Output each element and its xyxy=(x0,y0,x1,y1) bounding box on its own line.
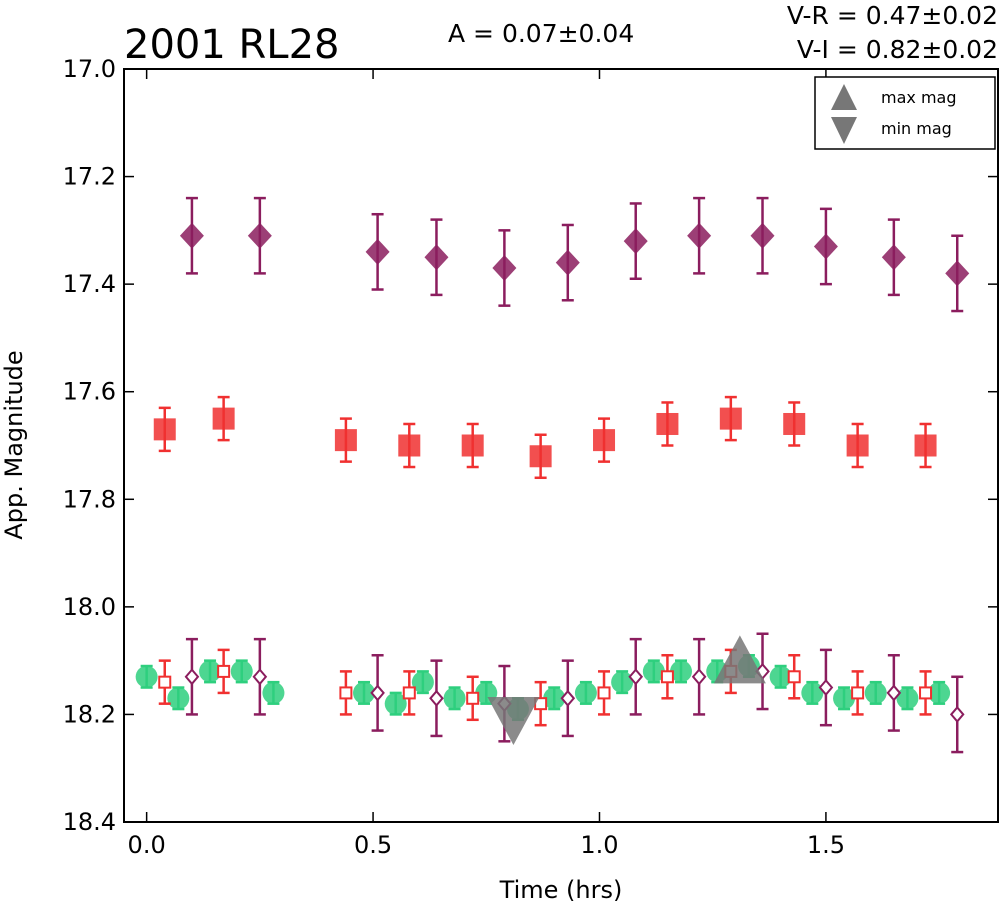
series-4-point-11 xyxy=(949,705,965,723)
y-axis-label: App. Magnitude xyxy=(0,350,28,539)
x-axis-label: Time (hrs) xyxy=(499,876,623,904)
y-tick-label: 18.2 xyxy=(63,700,116,728)
y-tick-label: 17.0 xyxy=(63,55,116,83)
y-tick-label: 17.8 xyxy=(63,485,116,513)
series-3-point-7 xyxy=(660,670,674,684)
series-4-point-10 xyxy=(886,684,902,702)
series-4-point-9 xyxy=(818,678,834,697)
legend-label-min-mag: min mag xyxy=(881,119,952,138)
series-3-point-0 xyxy=(158,675,172,689)
series-2-point-8 xyxy=(443,687,466,710)
series-4-point-5 xyxy=(560,689,576,707)
series-3-point-4 xyxy=(466,691,480,705)
axis-ticks: 0.0 0.5 1.0 1.5 17.0 17.2 17.4 17.6 17.8 18.0 18.2… xyxy=(63,55,998,859)
series-2-point-20 xyxy=(833,687,856,710)
plot-frame xyxy=(123,68,999,823)
series-2-point-5 xyxy=(353,681,376,704)
series-1-point-0 xyxy=(153,418,176,441)
series-1-point-1 xyxy=(212,407,235,430)
y-tick-label: 17.4 xyxy=(63,270,116,298)
legend: max mag min mag xyxy=(814,76,996,150)
series-2-point-7 xyxy=(411,671,434,694)
series-6-point-0 xyxy=(487,697,540,746)
series-0-point-9 xyxy=(813,233,838,260)
y-tick-label: 18.4 xyxy=(63,808,116,836)
series-3-point-11 xyxy=(919,686,933,700)
series-2-point-2 xyxy=(199,660,222,683)
y-tick-label: 18.0 xyxy=(63,593,116,621)
series-3-point-6 xyxy=(597,686,611,700)
series-4-point-6 xyxy=(628,668,644,686)
x-tick-label: 1.5 xyxy=(807,831,845,859)
series-1-point-7 xyxy=(656,412,679,435)
max-mag-triangle-icon xyxy=(831,84,857,110)
series-1-point-9 xyxy=(783,412,806,435)
series-2-point-4 xyxy=(262,681,285,704)
y-tick-label: 17.2 xyxy=(63,163,116,191)
series-4-point-7 xyxy=(691,668,707,686)
v-r-annotation: V-R = 0.47±0.02 xyxy=(787,1,998,30)
series-5-point-0 xyxy=(713,635,766,684)
series-1-point-10 xyxy=(846,434,869,457)
series-2-point-0 xyxy=(135,665,158,688)
series-2-point-14 xyxy=(642,660,665,683)
series-1-point-4 xyxy=(461,434,484,457)
v-i-annotation: V-I = 0.82±0.02 xyxy=(797,35,998,64)
min-mag-triangle-icon xyxy=(831,117,857,144)
series-2-point-18 xyxy=(769,665,792,688)
series-2-point-15 xyxy=(670,660,693,683)
series-0-point-10 xyxy=(881,244,906,271)
series-0-point-4 xyxy=(492,255,517,282)
series-2-point-1 xyxy=(167,687,190,710)
series-4-point-3 xyxy=(429,689,444,707)
series-3-point-9 xyxy=(787,670,801,684)
series-1-point-5 xyxy=(529,445,552,468)
series-1-point-3 xyxy=(398,434,421,457)
x-tick-label: 0.5 xyxy=(354,831,392,859)
series-4-point-0 xyxy=(184,668,200,686)
x-tick-label: 1.0 xyxy=(580,831,618,859)
series-2-point-13 xyxy=(611,671,634,694)
series-0-point-6 xyxy=(623,228,648,255)
series-2-point-19 xyxy=(801,681,824,704)
series-0-point-11 xyxy=(945,260,970,287)
series-4-point-2 xyxy=(370,684,385,702)
series-2-point-21 xyxy=(864,681,887,704)
series-2-point-12 xyxy=(574,681,597,704)
series-2-point-11 xyxy=(543,687,566,710)
series-1-point-6 xyxy=(593,429,616,452)
series-0-point-1 xyxy=(247,222,272,249)
series-4-point-1 xyxy=(252,668,268,686)
series-1-point-11 xyxy=(914,434,937,457)
x-tick-label: 0.0 xyxy=(128,831,166,859)
legend-label-max-mag: max mag xyxy=(881,88,957,107)
series-2-point-6 xyxy=(384,692,407,715)
chart-title: 2001 RL28 xyxy=(124,22,340,68)
plot-marks xyxy=(135,196,970,754)
series-3-point-10 xyxy=(851,686,865,700)
series-3-point-1 xyxy=(217,664,231,678)
y-tick-label: 17.6 xyxy=(63,378,116,406)
series-0-point-0 xyxy=(179,222,204,249)
series-3-point-2 xyxy=(339,686,353,700)
series-0-point-8 xyxy=(750,222,775,249)
series-0-point-5 xyxy=(555,249,580,276)
series-0-point-2 xyxy=(365,238,390,265)
series-0-point-3 xyxy=(424,244,449,271)
series-0-point-7 xyxy=(687,222,712,249)
series-3-point-3 xyxy=(402,686,416,700)
amplitude-annotation: A = 0.07±0.04 xyxy=(448,19,634,48)
series-2-point-23 xyxy=(928,681,951,704)
series-2-point-22 xyxy=(896,687,919,710)
series-1-point-8 xyxy=(719,407,742,430)
series-1-point-2 xyxy=(334,429,357,452)
series-2-point-3 xyxy=(230,660,253,683)
